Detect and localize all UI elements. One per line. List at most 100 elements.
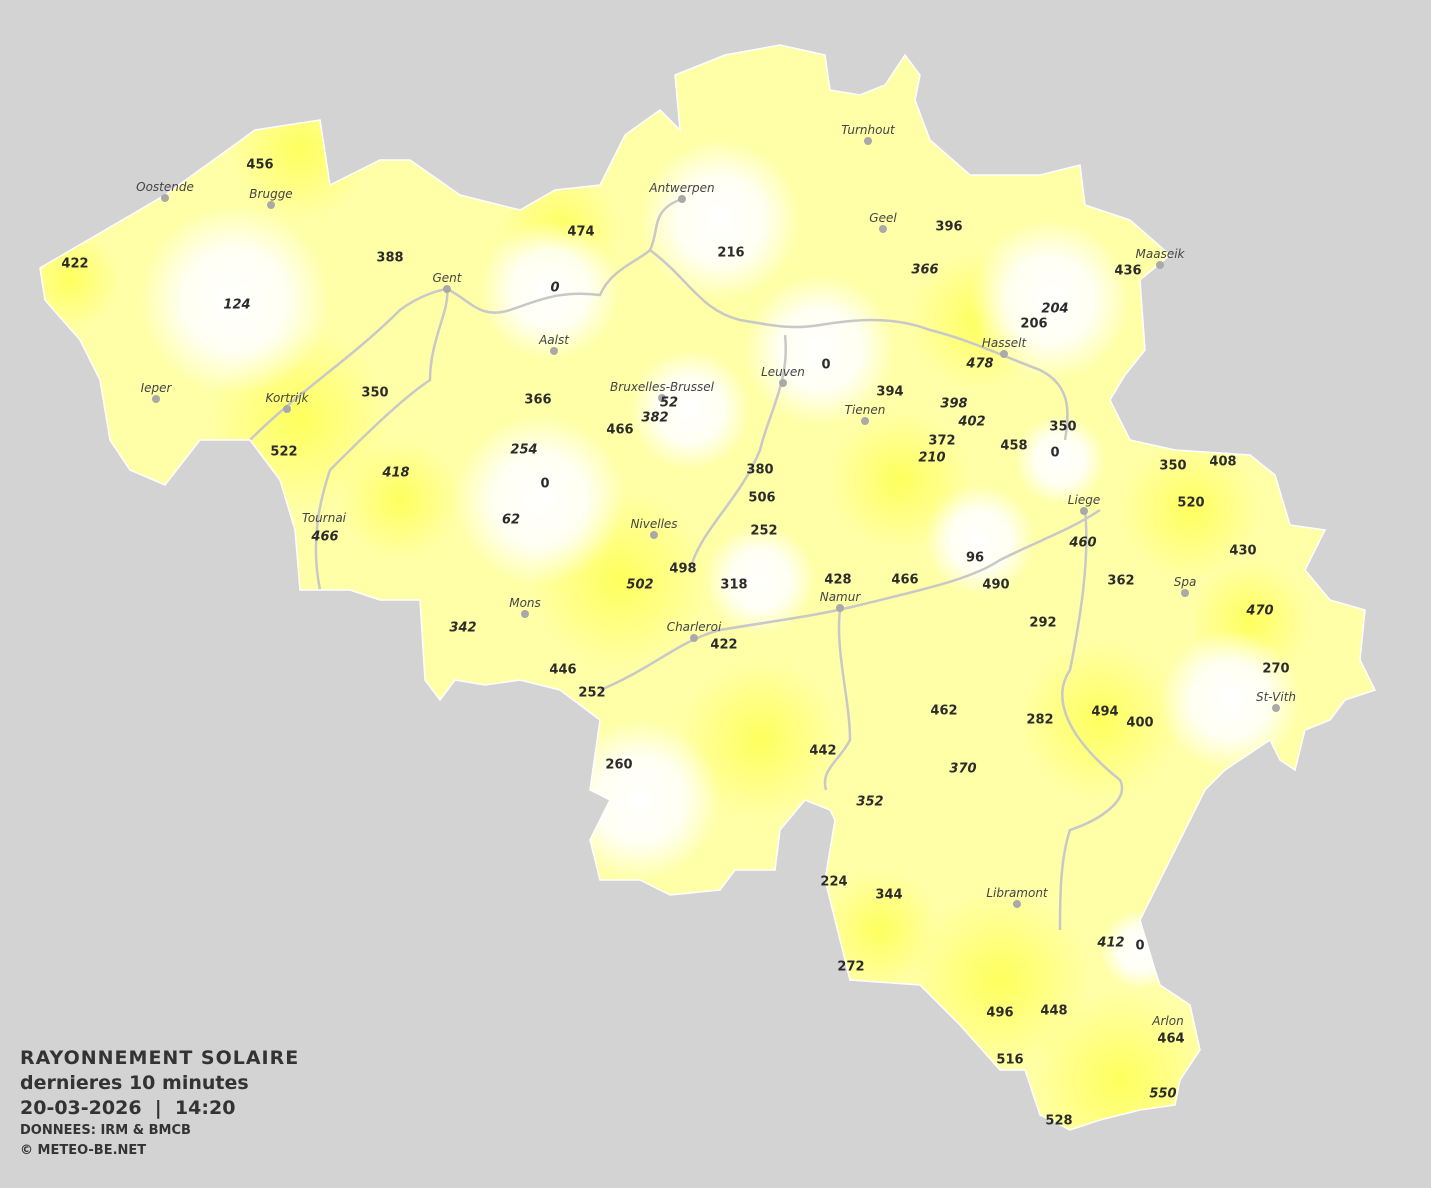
city-label: Charleroi [666, 620, 722, 634]
radiation-value: 474 [567, 224, 595, 240]
city-dot [864, 137, 872, 145]
radiation-value: 124 [223, 297, 251, 313]
high-radiation-area [340, 440, 460, 560]
high-radiation-area [680, 660, 840, 820]
city-dot [678, 195, 686, 203]
radiation-value: 352 [856, 794, 884, 810]
city-dot [879, 225, 887, 233]
city-dot [1181, 589, 1189, 597]
radiation-value: 478 [966, 356, 994, 372]
radiation-value: 466 [606, 422, 634, 438]
city-label: St-Vith [1255, 690, 1297, 704]
city-dot [1000, 350, 1008, 358]
city-label: Namur [819, 590, 861, 604]
radiation-value: 502 [626, 577, 654, 593]
radiation-value: 0 [1050, 445, 1060, 461]
city-label: Spa [1173, 575, 1197, 589]
low-radiation-area [630, 350, 750, 470]
radiation-value: 370 [949, 761, 977, 777]
map-period: dernieres 10 minutes [20, 1072, 249, 1094]
city-dot [650, 531, 658, 539]
radiation-value: 206 [1020, 316, 1048, 332]
radiation-value: 252 [750, 523, 778, 539]
radiation-value: 498 [669, 561, 697, 577]
radiation-value: 372 [928, 433, 956, 449]
low-radiation-area [640, 140, 800, 300]
radiation-value: 398 [940, 396, 968, 412]
radiation-value: 62 [501, 512, 521, 528]
city-dot [1013, 900, 1021, 908]
radiation-value: 506 [748, 490, 776, 506]
radiation-value: 96 [965, 550, 985, 566]
city-dot [1156, 261, 1164, 269]
radiation-value: 342 [449, 620, 477, 636]
city-label: Hasselt [981, 336, 1027, 350]
radiation-value: 520 [1177, 495, 1205, 511]
radiation-value: 422 [710, 637, 738, 653]
radiation-value: 408 [1209, 454, 1237, 470]
low-radiation-area [1160, 630, 1300, 770]
copyright: © METEO-BE.NET [20, 1143, 147, 1158]
city-dot [521, 610, 529, 618]
radiation-value: 204 [1041, 301, 1069, 317]
radiation-value: 550 [1149, 1086, 1177, 1102]
city-dot [861, 417, 869, 425]
low-radiation-area [745, 275, 895, 425]
map-title: RAYONNEMENT SOLAIRE [20, 1047, 300, 1069]
country-border [39, 44, 1377, 1131]
radiation-value: 466 [891, 572, 919, 588]
high-radiation-area [40, 230, 120, 330]
radiation-value: 436 [1114, 263, 1142, 279]
radiation-value: 344 [875, 887, 903, 903]
radiation-value: 252 [578, 685, 606, 701]
radiation-value: 516 [996, 1052, 1024, 1068]
city-label: Libramont [986, 886, 1048, 900]
low-radiation-area [705, 525, 815, 635]
city-label: Turnhout [841, 123, 895, 137]
city-dot [550, 347, 558, 355]
radiation-value: 522 [270, 444, 298, 460]
city-dot [152, 395, 160, 403]
radiation-value: 494 [1091, 704, 1119, 720]
radiation-value: 52 [659, 395, 679, 411]
radiation-value: 350 [1159, 458, 1187, 474]
city-label: Bruxelles-Brussel [610, 380, 714, 394]
city-label: Ieper [140, 381, 172, 395]
city-dot [1272, 704, 1280, 712]
radiation-value: 216 [717, 245, 745, 261]
radiation-value: 366 [911, 262, 939, 278]
radiation-value: 270 [1262, 661, 1290, 677]
radiation-value: 466 [311, 529, 339, 545]
low-radiation-area [1015, 415, 1105, 505]
city-dot [161, 194, 169, 202]
city-label: Tournai [301, 511, 347, 525]
low-radiation-area [140, 205, 330, 395]
city-label: Kortrijk [265, 391, 309, 405]
city-dot [283, 405, 291, 413]
radiation-value: 470 [1246, 603, 1274, 619]
radiation-value: 422 [61, 256, 89, 272]
radiation-value: 0 [540, 476, 550, 492]
radiation-value: 0 [550, 280, 560, 296]
city-label: Oostende [136, 180, 194, 194]
city-label: Aalst [539, 333, 569, 347]
city-dot [1080, 507, 1088, 515]
radiation-value: 366 [524, 392, 552, 408]
radiation-value: 464 [1157, 1031, 1185, 1047]
radiation-value: 362 [1107, 573, 1135, 589]
radiation-value: 350 [1049, 419, 1077, 435]
radiation-value: 448 [1040, 1003, 1068, 1019]
radiation-value: 282 [1026, 712, 1054, 728]
radiation-value: 456 [246, 157, 274, 173]
high-radiation-area [1020, 640, 1180, 800]
radiation-value: 528 [1045, 1113, 1073, 1129]
radiation-value: 382 [641, 410, 669, 426]
radiation-value: 350 [361, 385, 389, 401]
radiation-value: 0 [1135, 938, 1145, 954]
city-label: Mons [509, 596, 541, 610]
radiation-value: 272 [837, 959, 865, 975]
city-label: Tienen [844, 403, 886, 417]
city-label: Liege [1067, 493, 1101, 507]
city-label: Nivelles [630, 517, 678, 531]
radiation-value: 0 [821, 357, 831, 373]
